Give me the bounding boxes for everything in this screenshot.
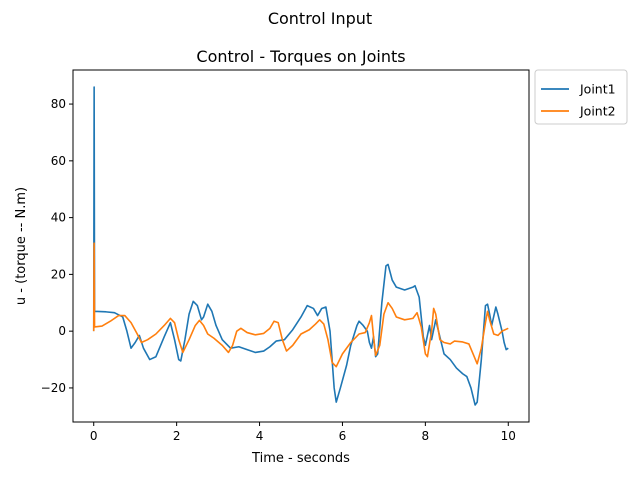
legend-label-joint2: Joint2 <box>579 104 616 119</box>
x-tick-label: 2 <box>173 429 181 443</box>
x-tick-label: 0 <box>90 429 98 443</box>
y-axis-label: u - (torque -- N.m) <box>14 187 29 305</box>
x-axis-label: Time - seconds <box>251 451 350 466</box>
series-line-joint1 <box>92 86 509 406</box>
figure-suptitle: Control Input <box>268 9 372 28</box>
series-layer <box>92 86 509 406</box>
chart-title: Control - Torques on Joints <box>196 47 405 66</box>
legend: Joint1 Joint2 <box>534 69 628 125</box>
y-tick-label: 20 <box>51 267 66 281</box>
x-tick-label: 10 <box>501 429 516 443</box>
legend-label-joint1: Joint1 <box>579 82 616 97</box>
x-axis-ticks: 0 2 4 6 8 10 <box>90 422 516 443</box>
x-tick-label: 4 <box>256 429 264 443</box>
plot-area <box>72 69 530 423</box>
y-tick-label: 80 <box>51 97 66 111</box>
x-tick-label: 8 <box>422 429 430 443</box>
plot-frame <box>72 69 530 423</box>
y-tick-label: 60 <box>51 154 66 168</box>
series-line-joint2 <box>92 242 509 368</box>
y-tick-label: 40 <box>51 211 66 225</box>
y-axis-ticks: −20 0 20 40 60 80 <box>41 97 73 395</box>
y-tick-label: 0 <box>58 324 66 338</box>
y-tick-label: −20 <box>41 381 66 395</box>
x-tick-label: 6 <box>339 429 347 443</box>
